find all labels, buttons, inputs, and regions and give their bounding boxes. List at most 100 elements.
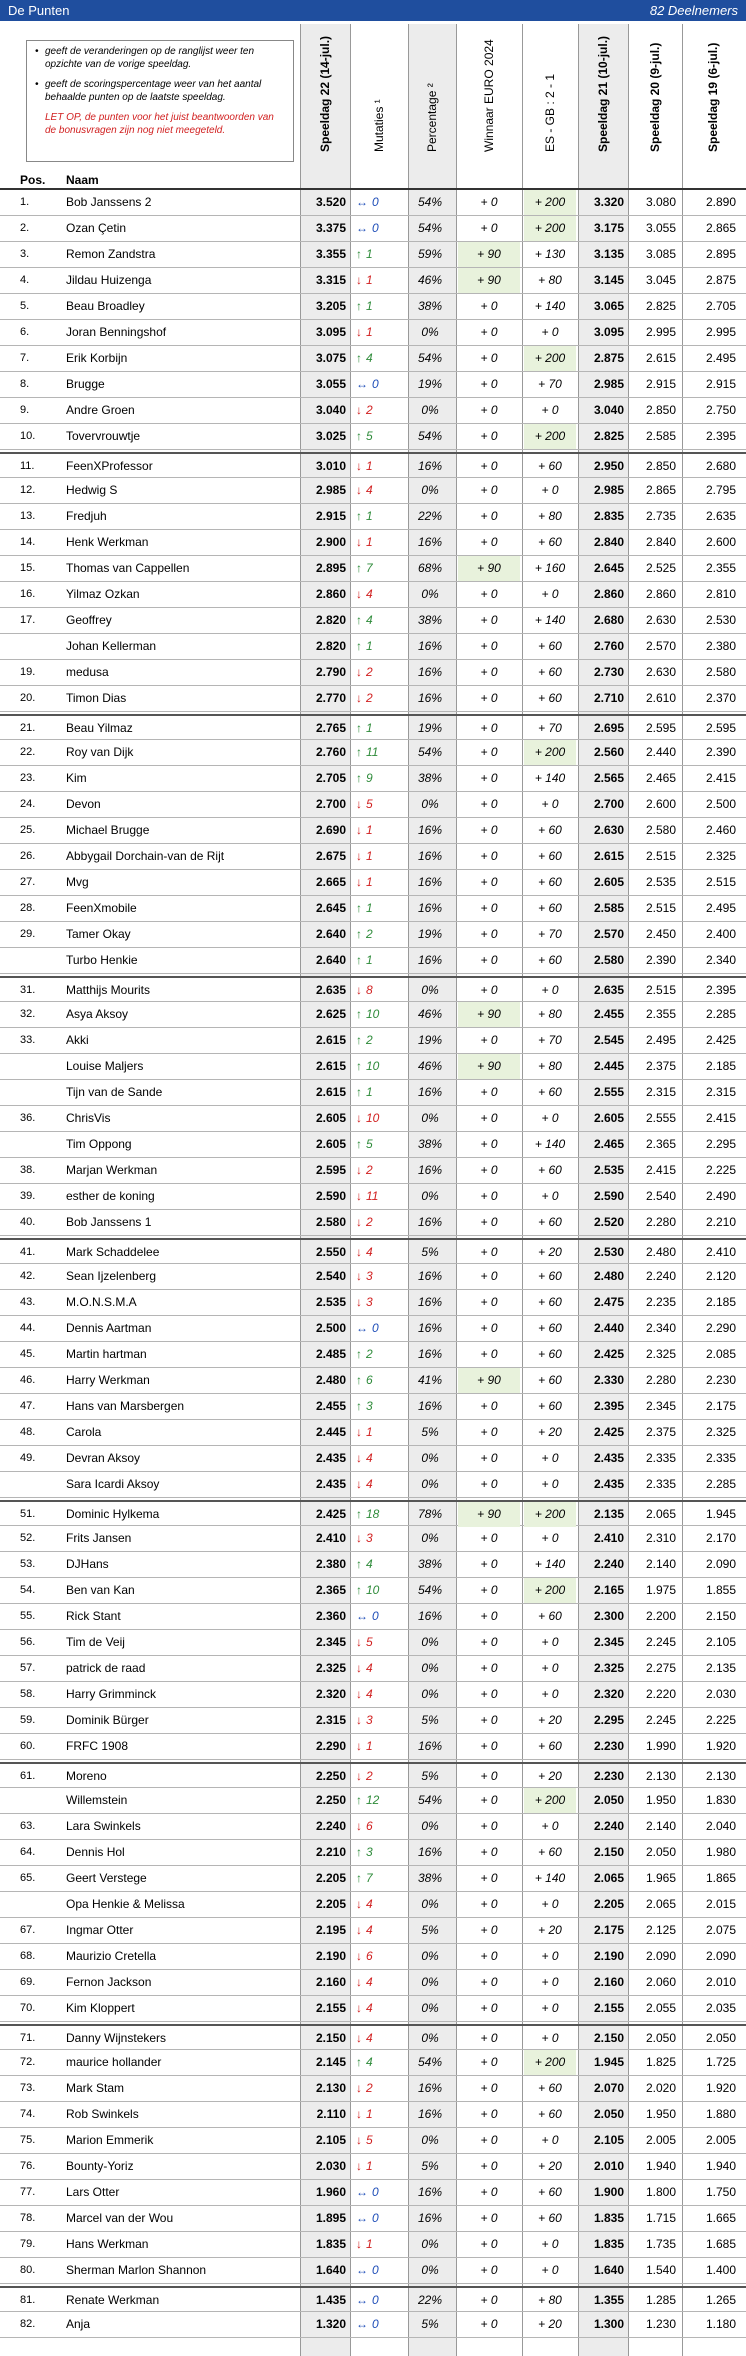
rank-cell: 5.: [20, 300, 30, 312]
mutation-cell: ↓ 1: [350, 844, 402, 869]
mutation-cell: ↓ 4: [350, 478, 402, 503]
points-p19-cell: 2.600: [705, 535, 736, 549]
percentage-cell: 0%: [421, 1111, 439, 1125]
mutation-cell: ↑ 4: [350, 608, 402, 633]
rank-cell: 67.: [20, 1924, 36, 1936]
table-row: 40. Bob Janssens 1 2.580 ↓ 2 16% + 0 + 60 2.520 2…: [0, 1210, 746, 1236]
points-p20-cell: 1.950: [645, 2107, 676, 2121]
points-p19-cell: 1.750: [705, 2185, 736, 2199]
euro-bonus-cell: + 0: [480, 1975, 498, 1989]
arrow-left-right-icon: ↔: [356, 2293, 368, 2307]
points-p20-cell: 2.140: [645, 1819, 676, 1833]
percentage-cell: 38%: [417, 1557, 443, 1571]
points-p22-cell: 2.690: [315, 823, 346, 837]
points-p20-cell: 2.995: [645, 325, 676, 339]
mutation-cell: ↑ 1: [350, 716, 402, 741]
points-p19-cell: 2.795: [705, 483, 736, 497]
points-p20-cell: 2.375: [645, 1425, 676, 1439]
mutation-value: 9: [366, 771, 373, 785]
points-p22-cell: 2.105: [315, 2133, 346, 2147]
arrow-down-icon: ↓: [356, 797, 362, 811]
points-p22-cell: 2.410: [315, 1531, 346, 1545]
points-p21-cell: 1.900: [593, 2185, 624, 2199]
percentage-cell: 0%: [421, 1687, 439, 1701]
rank-cell: 6.: [20, 326, 30, 338]
arrow-down-icon: ↓: [356, 1975, 362, 1989]
points-p19-cell: 2.810: [705, 587, 736, 601]
percentage-cell: 16%: [417, 1215, 443, 1229]
rank-cell: 56.: [20, 1636, 36, 1648]
percentage-cell: 0%: [421, 797, 439, 811]
points-p22-cell: 3.055: [315, 377, 346, 391]
points-p22-cell: 2.110: [316, 2107, 346, 2121]
points-p22-cell: 2.900: [315, 535, 346, 549]
arrow-down-icon: ↓: [356, 1769, 362, 1783]
euro-bonus-cell: + 0: [480, 2211, 498, 2225]
percentage-cell: 0%: [421, 2133, 439, 2147]
euro-bonus-cell: + 0: [480, 1819, 498, 1833]
points-p22-cell: 2.210: [315, 1845, 346, 1859]
es-gb-cell: + 60: [538, 1399, 562, 1413]
arrow-up-icon: ↑: [356, 1507, 362, 1521]
points-p21-cell: 2.050: [593, 1793, 624, 1807]
header-mutations: Mutaties ¹: [372, 99, 386, 152]
header-pos: Pos.: [20, 173, 46, 187]
euro-bonus-cell: + 0: [480, 2001, 498, 2015]
arrow-down-icon: ↓: [356, 1687, 362, 1701]
mutation-cell: ↓ 4: [350, 1656, 402, 1681]
percentage-cell: 68%: [417, 561, 443, 575]
points-p21-cell: 1.835: [593, 2237, 624, 2251]
euro-bonus-cell: + 0: [480, 351, 498, 365]
mutation-value: 5: [366, 2133, 373, 2147]
name-cell: Bob Janssens 1: [66, 1215, 152, 1229]
es-gb-cell: + 200: [524, 216, 576, 241]
rank-cell: 48.: [20, 1426, 36, 1438]
legend-box: geeft de veranderingen op de ranglijst w…: [26, 40, 294, 162]
points-p20-cell: 2.555: [645, 1111, 676, 1125]
points-p19-cell: 2.085: [705, 1347, 736, 1361]
mutation-cell: ↓ 4: [350, 1970, 402, 1995]
points-p21-cell: 2.050: [593, 2107, 624, 2121]
name-cell: Mark Stam: [66, 2081, 125, 2095]
arrow-left-right-icon: ↔: [356, 1321, 368, 1335]
percentage-cell: 0%: [421, 2031, 439, 2045]
points-p19-cell: 1.920: [705, 2081, 736, 2095]
points-p20-cell: 2.005: [645, 2133, 676, 2147]
percentage-cell: 0%: [421, 1635, 439, 1649]
points-p19-cell: 2.315: [705, 1085, 736, 1099]
mutation-cell: ↔ 0: [350, 372, 402, 397]
mutation-cell: ↑ 11: [350, 740, 402, 765]
mutation-value: 2: [366, 665, 373, 679]
points-p22-cell: 2.500: [315, 1321, 346, 1335]
mutation-cell: ↓ 5: [350, 2128, 402, 2153]
mutation-value: 5: [366, 1137, 373, 1151]
points-p22-cell: 2.480: [315, 1373, 346, 1387]
mutation-cell: ↓ 3: [350, 1264, 402, 1289]
name-cell: Devran Aksoy: [66, 1451, 141, 1465]
header-euro: Winnaar EURO 2024: [482, 39, 496, 152]
mutation-cell: ↑ 12: [350, 1788, 402, 1813]
mutation-value: 1: [366, 1739, 373, 1753]
points-p21-cell: 2.520: [593, 1215, 624, 1229]
mutation-cell: ↓ 3: [350, 1708, 402, 1733]
rank-cell: [20, 1892, 46, 1917]
points-p21-cell: 2.330: [593, 1373, 624, 1387]
rank-cell: 21.: [20, 722, 36, 734]
points-p20-cell: 2.515: [645, 849, 676, 863]
rank-cell: [20, 1080, 46, 1105]
euro-bonus-cell: + 0: [480, 953, 498, 967]
arrow-up-icon: ↑: [356, 247, 362, 261]
points-p20-cell: 2.130: [645, 1769, 676, 1783]
rank-cell: 79.: [20, 2238, 36, 2250]
points-p19-cell: 2.390: [705, 745, 736, 759]
name-cell: Marjan Werkman: [66, 1163, 158, 1177]
euro-bonus-cell: + 90: [458, 242, 520, 267]
points-p22-cell: 2.580: [315, 1215, 346, 1229]
table-row: 26. Abbygail Dorchain-van de Rijt 2.675 ↓ 1 1…: [0, 844, 746, 870]
points-p22-cell: 1.960: [315, 2185, 346, 2199]
mutation-cell: ↑ 7: [350, 1866, 402, 1891]
mutation-value: 1: [366, 875, 373, 889]
name-cell: Carola: [66, 1425, 102, 1439]
points-p22-cell: 2.360: [315, 1609, 346, 1623]
legend-warning: LET OP, de punten voor het juist beantwo…: [45, 112, 274, 136]
